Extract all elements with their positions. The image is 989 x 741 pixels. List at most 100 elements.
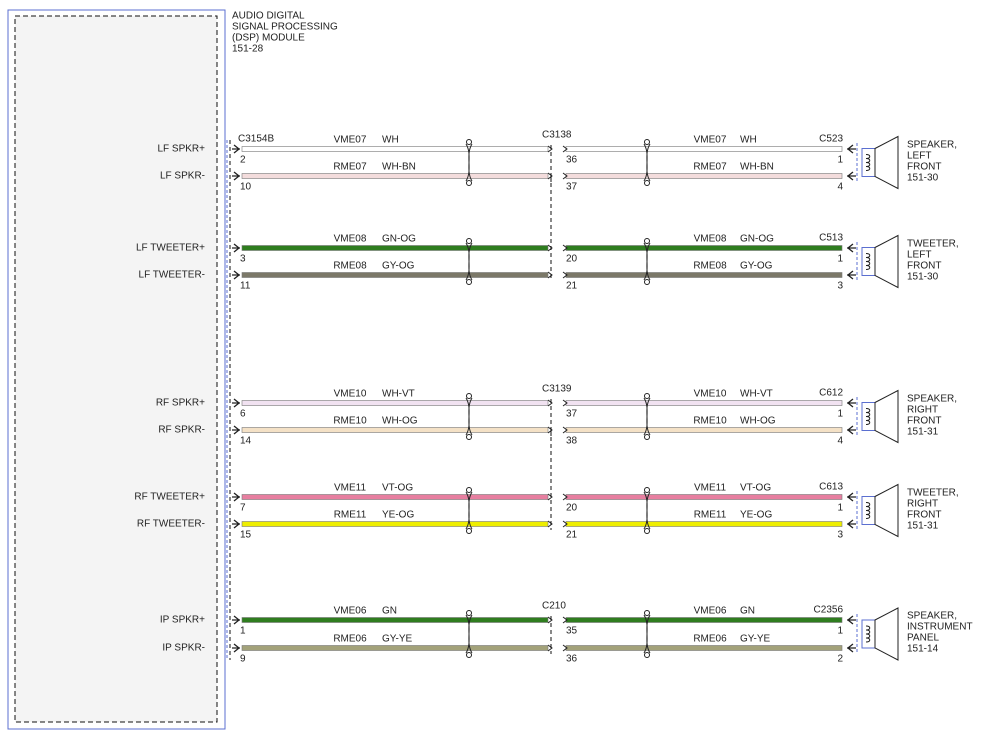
circuit: RME07	[333, 162, 367, 173]
wire	[565, 617, 843, 623]
wire	[241, 494, 549, 500]
twist	[465, 397, 473, 436]
connector-label: C2356	[814, 605, 844, 616]
wire	[241, 617, 549, 623]
device-label: LEFT	[907, 250, 931, 261]
twist-end	[466, 610, 472, 616]
pin-label: RF TWEETER-	[137, 519, 205, 530]
wire-color: GY-YE	[382, 634, 413, 645]
end-arrow	[846, 144, 856, 154]
circuit: RME10	[693, 416, 727, 427]
pin-number: 7	[240, 503, 246, 514]
pin-number: 20	[566, 503, 578, 514]
twist-end	[466, 139, 472, 145]
speaker-cone	[874, 483, 899, 538]
pin-label: IP SPKR+	[160, 615, 205, 626]
device-label: FRONT	[907, 261, 941, 272]
twist-end	[644, 652, 650, 658]
end-arrow	[846, 243, 856, 253]
circuit: VME06	[694, 606, 727, 617]
twist-end	[466, 180, 472, 186]
wire	[565, 494, 843, 500]
pin-arrow	[232, 615, 241, 625]
mid-arrow	[547, 271, 568, 279]
wire-color: WH-BN	[382, 162, 416, 173]
twist-end	[466, 528, 472, 534]
wire-color: GN	[382, 606, 397, 617]
connector-label: C3138	[542, 130, 572, 141]
device-label: RIGHT	[907, 405, 938, 416]
pin-number: 36	[566, 654, 578, 665]
device-label: SPEAKER,	[907, 394, 957, 405]
connector-label: C3154B	[238, 134, 274, 145]
pin-number: 3	[837, 530, 843, 541]
circuit: VME07	[694, 135, 727, 146]
mid-arrow	[547, 493, 568, 501]
pin-label: RF SPKR+	[156, 398, 205, 409]
pin-label: LF SPKR+	[157, 144, 205, 155]
twist-end	[644, 528, 650, 534]
connector-label: C513	[819, 233, 843, 244]
pin-number: 10	[240, 182, 252, 193]
wire	[241, 427, 549, 433]
device-label: RIGHT	[907, 499, 938, 510]
end-arrow	[846, 425, 856, 435]
device-label: INSTRUMENT	[907, 622, 973, 633]
twist-end	[644, 279, 650, 285]
device-label: 151-30	[907, 272, 939, 283]
connector-label: C612	[819, 388, 843, 399]
speaker-coil	[865, 625, 871, 643]
wire	[241, 272, 549, 278]
end-arrow	[846, 270, 856, 280]
module-border	[7, 9, 226, 730]
end-arrow	[846, 398, 856, 408]
pin-arrow	[232, 643, 241, 653]
wire-color: GN-OG	[740, 234, 774, 245]
wire	[565, 173, 843, 179]
circuit: RME07	[693, 162, 727, 173]
mid-arrow	[547, 145, 568, 153]
device-label: SPEAKER,	[907, 140, 957, 151]
pin-label: IP SPKR-	[162, 643, 205, 654]
module-title: AUDIO DIGITAL	[232, 11, 305, 22]
end-arrow	[846, 643, 856, 653]
twist-end	[644, 434, 650, 440]
mid-arrow	[547, 399, 568, 407]
wire	[565, 146, 843, 152]
mid-arrow	[547, 616, 568, 624]
speaker-coil	[865, 408, 871, 425]
wire	[241, 146, 549, 152]
mid-arrow	[547, 244, 568, 252]
pin-label: LF TWEETER+	[136, 243, 205, 254]
twist-end	[466, 238, 472, 244]
end-arrow	[846, 519, 856, 529]
connector-label: C210	[542, 601, 566, 612]
wire-color: WH-BN	[740, 162, 774, 173]
device-label: 151-30	[907, 173, 939, 184]
twist	[643, 397, 651, 436]
device-label: 151-14	[907, 644, 939, 655]
pin-arrow	[232, 144, 241, 154]
device-label: PANEL	[907, 633, 939, 644]
speaker-cone	[874, 234, 899, 289]
wire	[565, 272, 843, 278]
device-label: FRONT	[907, 162, 941, 173]
circuit: RME11	[694, 510, 727, 521]
pin-number: 37	[566, 409, 578, 420]
device-label: 151-31	[907, 521, 939, 532]
wire	[565, 400, 843, 406]
speaker-cone	[874, 135, 899, 190]
wire-color: GY-OG	[382, 261, 415, 272]
pin-number: 1	[240, 626, 246, 637]
speaker-cone	[874, 607, 899, 661]
speaker-coil	[865, 253, 871, 270]
pin-number: 2	[240, 155, 246, 166]
wire-color: WH-OG	[382, 416, 418, 427]
pin-arrow	[232, 243, 241, 253]
connector-label: C3139	[542, 384, 572, 395]
twist-end	[644, 487, 650, 493]
device-label: TWEETER,	[907, 488, 959, 499]
speaker-coil	[865, 154, 871, 171]
circuit: VME10	[694, 389, 727, 400]
